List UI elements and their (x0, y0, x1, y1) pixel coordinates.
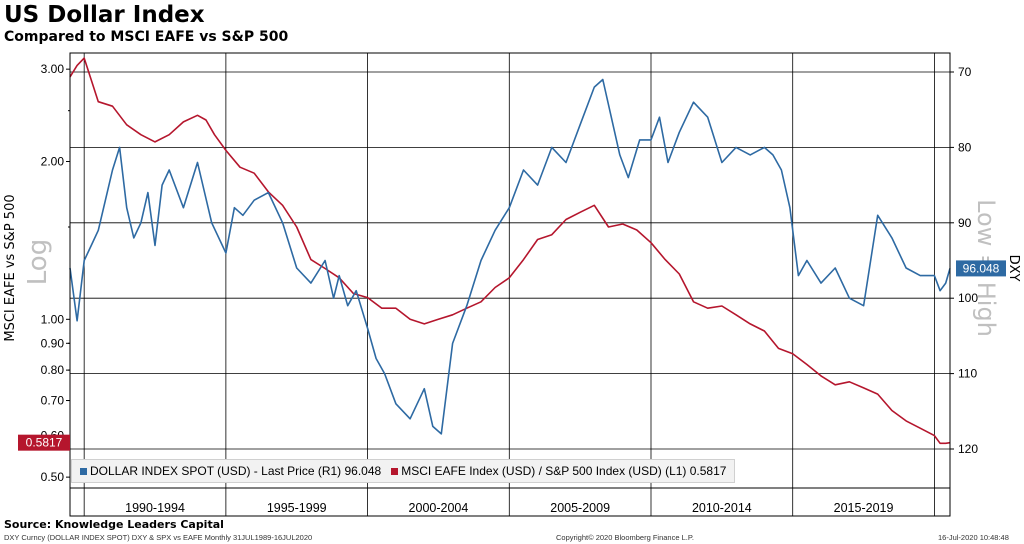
footer-left: DXY Curncy (DOLLAR INDEX SPOT) DXY & SPX… (4, 533, 313, 542)
series-line-dxy (69, 78, 951, 435)
chart-subtitle: Compared to MSCI EAFE vs S&P 500 (4, 29, 289, 45)
right-tick-label: 110 (958, 367, 977, 381)
left-tick-label: 2.00 (41, 154, 65, 168)
x-tick-label: 2015-2019 (834, 501, 894, 515)
chart-title: US Dollar Index (4, 2, 205, 28)
watermark-layer: LogLow = High (23, 199, 1000, 337)
chart-legend: DOLLAR INDEX SPOT (USD) - Last Price (R1… (71, 459, 736, 483)
right-tick-label: 100 (958, 291, 978, 305)
left-tick-label: 3.00 (41, 62, 65, 76)
left-tick-label: 1.00 (41, 312, 65, 326)
eafe-last-label: 0.5817 (26, 436, 63, 450)
x-tick-label: 2000-2004 (409, 501, 469, 515)
dxy-last-label: 96.048 (963, 261, 1000, 275)
x-tick-label: 2010-2014 (692, 501, 752, 515)
legend-item-eafe: MSCI EAFE Index (USD) / S&P 500 Index (U… (391, 464, 726, 478)
right-tick-label: 70 (958, 65, 972, 79)
plot-frame (69, 52, 951, 517)
legend-label-dxy: DOLLAR INDEX SPOT (USD) - Last Price (R1… (90, 464, 382, 478)
legend-item-dxy: DOLLAR INDEX SPOT (USD) - Last Price (R1… (80, 464, 381, 478)
series-line-eafe-ratio (69, 57, 951, 445)
legend-swatch-eafe (391, 467, 399, 475)
right-tick-label: 120 (958, 442, 978, 456)
eafe-last-badge (18, 434, 70, 451)
left-axis-title: MSCI EAFE vs S&P 500 (3, 194, 18, 341)
right-axis-title: DXY (1006, 255, 1021, 282)
source-note: Source: Knowledge Leaders Capital (4, 518, 224, 531)
x-tick-label: 1995-1999 (267, 501, 327, 515)
left-tick-label: 0.50 (41, 470, 65, 484)
x-tick-label: 2005-2009 (550, 501, 610, 515)
footer-copyright: Copyright© 2020 Bloomberg Finance L.P. (556, 533, 694, 542)
right-tick-label: 90 (958, 216, 972, 230)
dxy-last-badge (956, 260, 1006, 277)
x-tick-label: 1990-1994 (125, 501, 185, 515)
series-layer (69, 57, 951, 445)
left-tick-label: 0.80 (41, 363, 65, 377)
legend-label-eafe: MSCI EAFE Index (USD) / S&P 500 Index (U… (401, 464, 727, 478)
legend-swatch-dxy (80, 467, 87, 475)
left-watermark: Log (23, 239, 53, 285)
left-tick-label: 0.90 (41, 336, 65, 350)
axis-layer: 3.002.001.000.900.800.700.600.5070809010… (3, 53, 1021, 515)
left-tick-label: 0.70 (41, 394, 65, 408)
grid-layer (69, 52, 951, 517)
right-tick-label: 80 (958, 140, 972, 154)
footer-timestamp: 16-Jul-2020 10:48:48 (938, 533, 1009, 542)
